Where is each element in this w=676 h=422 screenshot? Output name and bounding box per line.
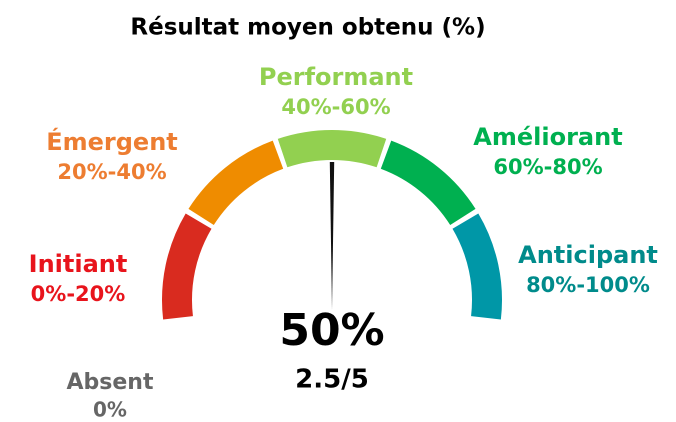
segment-range: 80%-100% — [526, 273, 650, 297]
absent-range: 0% — [93, 398, 127, 422]
gauge-segment — [162, 213, 212, 320]
segment-range: 0%-20% — [31, 282, 126, 306]
gauge-segment — [380, 140, 476, 225]
segment-name: Initiant — [29, 250, 128, 278]
score-label: 2.5/5 — [295, 365, 369, 395]
segment-range: 40%-60% — [281, 95, 390, 119]
segment-range: 20%-40% — [57, 160, 166, 184]
segment-name: Émergent — [46, 127, 178, 156]
gauge-segment — [188, 140, 284, 225]
segment-range: 60%-80% — [493, 155, 602, 179]
gauge-segment — [452, 213, 503, 320]
gauge-segment — [277, 130, 387, 168]
needle — [329, 162, 335, 310]
absent-name: Absent — [67, 370, 154, 395]
segment-name: Améliorant — [473, 123, 622, 151]
value-label: 50% — [279, 305, 384, 356]
segment-name: Performant — [259, 63, 413, 91]
segment-name: Anticipant — [518, 241, 658, 269]
chart-title: Résultat moyen obtenu (%) — [130, 15, 485, 41]
